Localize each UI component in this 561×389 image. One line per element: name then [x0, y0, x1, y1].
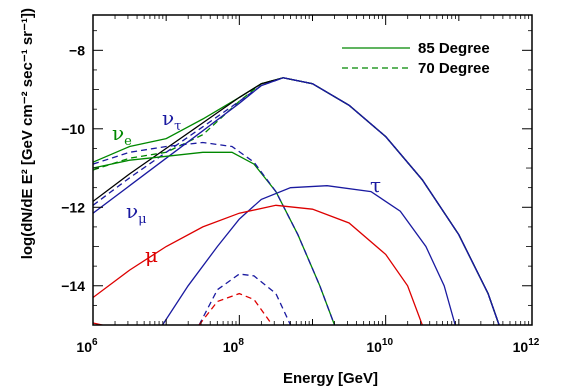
- x-tick-exp: 10: [382, 337, 394, 348]
- legend-label: 70 Degree: [418, 60, 490, 77]
- series-line-7: [161, 185, 456, 325]
- series-label-base: τ: [370, 173, 381, 197]
- series-line-8: [93, 204, 423, 325]
- series-line-10: [198, 273, 292, 325]
- series-label-sub: τ: [174, 119, 181, 134]
- y-axis-label: log(dN/dE E² [GeV cm⁻² sec⁻¹ sr⁻¹]): [19, 8, 36, 259]
- series-label-base: μ: [145, 243, 158, 267]
- series-label-sub: e: [124, 134, 132, 149]
- series-label: νμ: [126, 199, 147, 227]
- series-label: μ: [145, 243, 158, 267]
- x-tick-label: 1012: [513, 337, 540, 355]
- legend: 85 Degree 70 Degree: [342, 40, 490, 77]
- series-line-0: [93, 77, 500, 325]
- x-tick-exp: 12: [528, 337, 540, 348]
- y-tick-label: −10: [61, 121, 85, 137]
- y-tick-label: −14: [61, 278, 85, 294]
- x-tick-exp: 6: [92, 337, 98, 348]
- series-label: τ: [370, 173, 381, 197]
- y-tick-label: −12: [61, 199, 85, 215]
- series-line-11: [198, 292, 273, 325]
- x-tick-base: 10: [223, 339, 239, 355]
- series-label: νe: [112, 121, 132, 149]
- plot-frame: [92, 14, 533, 326]
- series-line-6: [93, 141, 336, 325]
- series-line-3: [93, 77, 500, 325]
- series-line-4: [93, 77, 500, 325]
- series-label: ντ: [162, 106, 181, 134]
- x-tick-base: 10: [366, 339, 382, 355]
- x-tick-exp: 8: [238, 337, 244, 348]
- series-label-base: ν: [126, 199, 138, 223]
- series-line-2: [93, 77, 500, 325]
- series-label-base: ν: [162, 106, 174, 130]
- series-label-base: ν: [112, 121, 124, 145]
- series-layer: [93, 77, 500, 325]
- y-tick-label: −8: [69, 42, 85, 58]
- x-tick-base: 10: [76, 339, 92, 355]
- x-tick-label: 108: [223, 337, 245, 355]
- series-label-sub: μ: [138, 212, 146, 227]
- x-tick-base: 10: [513, 339, 529, 355]
- x-tick-label: 1010: [366, 337, 393, 355]
- series-line-1: [93, 77, 500, 325]
- x-tick-label: 106: [76, 337, 98, 355]
- x-axis-label: Energy [GeV]: [283, 370, 378, 387]
- legend-label: 85 Degree: [418, 40, 490, 57]
